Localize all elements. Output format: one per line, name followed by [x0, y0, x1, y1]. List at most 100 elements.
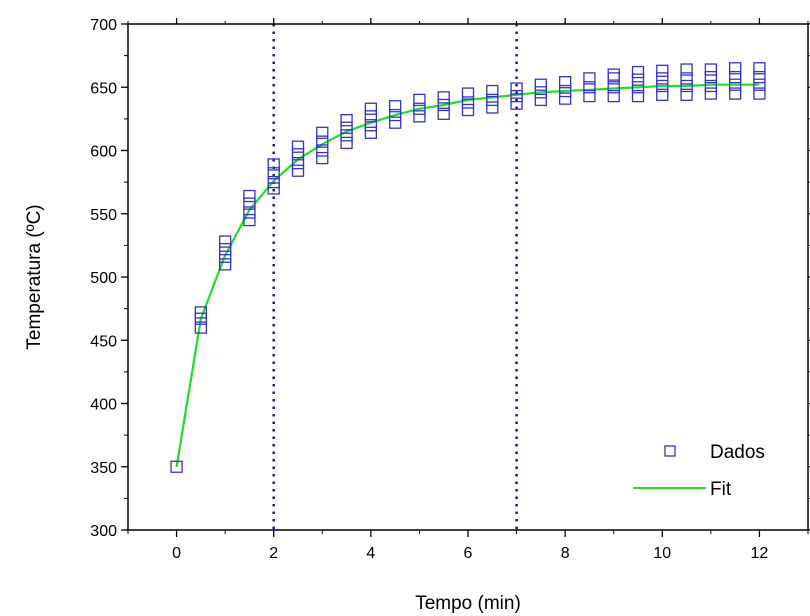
data-point	[316, 126, 329, 139]
data-point	[704, 87, 718, 100]
data-point	[267, 175, 280, 189]
data-point	[461, 103, 475, 117]
y-axis-title: Temperatura (ºC)	[24, 204, 45, 349]
y-tick-label: 300	[90, 523, 117, 540]
data-point	[753, 78, 766, 91]
data-point	[607, 81, 620, 94]
data-point	[267, 158, 280, 171]
data-point	[316, 135, 329, 148]
x-tick-label: 2	[269, 545, 278, 562]
data-point	[340, 136, 353, 150]
data-point	[243, 206, 256, 219]
y-tick-label: 550	[90, 207, 117, 224]
x-axis-title: Tempo (min)	[415, 593, 521, 614]
data-point	[291, 156, 305, 170]
x-tick-label: 10	[653, 545, 671, 562]
data-point	[583, 81, 596, 94]
data-point	[558, 92, 572, 105]
data-point	[486, 84, 499, 98]
x-tick-label: 6	[464, 545, 473, 562]
data-point	[437, 98, 450, 112]
data-point	[413, 110, 426, 123]
data-point	[753, 70, 766, 84]
data-point	[631, 73, 645, 86]
data-point	[656, 88, 669, 101]
y-tick-label: 700	[90, 17, 117, 34]
data-point	[413, 102, 426, 115]
data-point	[218, 250, 232, 263]
x-tick-label: 4	[366, 545, 375, 562]
data-point	[218, 243, 232, 256]
data-point	[583, 89, 596, 103]
data-point	[413, 93, 426, 107]
data-point	[534, 93, 548, 107]
data-point	[583, 72, 596, 85]
data-point	[194, 306, 208, 319]
data-point	[364, 110, 378, 123]
data-point	[680, 79, 693, 93]
data-point	[267, 167, 280, 180]
data-point	[728, 87, 742, 100]
fit-line	[175, 83, 760, 467]
data-point	[558, 76, 572, 89]
data-point	[461, 87, 475, 100]
data-point	[243, 197, 256, 210]
data-point	[753, 87, 766, 100]
data-point	[364, 126, 378, 139]
x-tick-label: 0	[172, 545, 181, 562]
data-point	[607, 89, 620, 103]
data-point	[631, 81, 645, 94]
data-point	[631, 89, 645, 103]
y-tick-label: 450	[90, 333, 117, 350]
data-point	[194, 321, 208, 334]
data-point	[316, 144, 329, 157]
data-point	[728, 62, 742, 75]
data-point	[486, 93, 499, 107]
data-point	[510, 82, 523, 95]
y-tick-label: 350	[90, 460, 117, 477]
data-point	[607, 68, 620, 81]
data-point	[680, 63, 693, 76]
data-point	[656, 64, 669, 77]
data-point	[170, 460, 183, 473]
legend-label-dados: Dados	[710, 442, 765, 463]
data-point	[656, 72, 669, 85]
data-point	[728, 78, 742, 91]
data-point	[631, 65, 645, 79]
data-point	[364, 119, 378, 132]
data-point	[243, 213, 256, 227]
y-tick-label: 400	[90, 397, 117, 414]
data-point	[558, 84, 572, 98]
data-point	[437, 91, 450, 104]
data-point	[534, 86, 548, 99]
data-point	[340, 129, 353, 142]
data-point	[704, 79, 718, 93]
data-point	[656, 79, 669, 93]
data-point	[388, 108, 402, 122]
data-point	[364, 102, 378, 115]
data-point	[218, 258, 232, 271]
y-tick-label: 500	[90, 270, 117, 287]
axes: 0 2 4 6 8 10 12 300 350 400 450 500 550 600 650 700	[90, 17, 810, 562]
x-tick-label: 12	[751, 545, 769, 562]
y-tick-label: 650	[90, 80, 117, 97]
data-point	[388, 100, 402, 113]
data-point	[680, 88, 693, 101]
data-point	[461, 96, 475, 109]
data-point	[267, 182, 280, 195]
data-point	[437, 107, 450, 120]
data-point	[243, 189, 256, 203]
data-point	[340, 113, 353, 127]
reference-lines	[272, 24, 518, 530]
data-point	[680, 72, 693, 85]
legend-marker-dados	[664, 445, 676, 457]
legend-label-fit: Fit	[710, 479, 732, 500]
data-point	[704, 70, 718, 84]
x-tick-label: 8	[561, 545, 570, 562]
data-point	[291, 140, 305, 153]
plot-area	[170, 62, 766, 473]
data-point	[388, 116, 402, 129]
data-point	[728, 70, 742, 84]
y-tick-label: 600	[90, 144, 117, 161]
